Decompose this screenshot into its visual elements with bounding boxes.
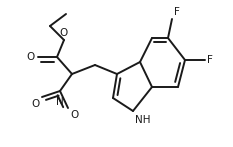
Text: O: O	[70, 110, 78, 120]
Text: O: O	[32, 99, 40, 109]
Text: O: O	[27, 52, 35, 62]
Text: N: N	[56, 97, 64, 107]
Text: F: F	[174, 7, 180, 17]
Text: NH: NH	[135, 115, 151, 125]
Text: O: O	[60, 28, 68, 38]
Text: F: F	[207, 55, 213, 65]
